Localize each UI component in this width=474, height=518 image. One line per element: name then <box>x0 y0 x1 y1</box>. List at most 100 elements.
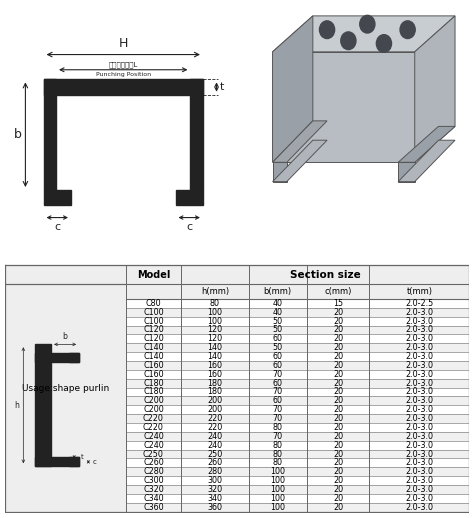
Polygon shape <box>398 126 455 162</box>
Text: C200: C200 <box>143 396 164 406</box>
Text: b: b <box>14 128 22 141</box>
Text: 2.0-3.0: 2.0-3.0 <box>405 361 433 370</box>
Text: 160: 160 <box>208 370 222 379</box>
Text: 180: 180 <box>208 379 222 387</box>
Text: 2.0-3.0: 2.0-3.0 <box>405 370 433 379</box>
Text: 120: 120 <box>207 334 222 343</box>
Text: 60: 60 <box>273 361 283 370</box>
Polygon shape <box>273 162 287 182</box>
Text: 120: 120 <box>207 325 222 335</box>
Text: 20: 20 <box>333 361 343 370</box>
Text: 100: 100 <box>270 502 285 512</box>
Polygon shape <box>398 162 415 182</box>
Bar <box>126 502 469 512</box>
Text: 50: 50 <box>273 343 283 352</box>
Bar <box>126 308 469 316</box>
Circle shape <box>360 16 375 33</box>
Text: 2.0-3.0: 2.0-3.0 <box>405 343 433 352</box>
Text: 80: 80 <box>273 458 283 467</box>
Text: 20: 20 <box>333 432 343 441</box>
Polygon shape <box>44 190 71 205</box>
Polygon shape <box>273 16 313 162</box>
Polygon shape <box>69 353 79 362</box>
Text: t: t <box>220 82 224 92</box>
Text: C220: C220 <box>143 414 164 423</box>
Text: C100: C100 <box>143 316 164 326</box>
Bar <box>126 326 469 335</box>
Text: C240: C240 <box>143 432 164 441</box>
Text: 40: 40 <box>273 308 283 317</box>
Text: 80: 80 <box>273 441 283 450</box>
Text: 2.0-3.0: 2.0-3.0 <box>405 325 433 335</box>
Text: C80: C80 <box>146 299 161 308</box>
Polygon shape <box>35 353 79 362</box>
Text: 50: 50 <box>273 325 283 335</box>
Text: 2.0-3.0: 2.0-3.0 <box>405 485 433 494</box>
Text: 20: 20 <box>333 458 343 467</box>
Text: 80: 80 <box>210 299 220 308</box>
Polygon shape <box>44 79 56 190</box>
Text: 70: 70 <box>273 387 283 396</box>
Text: 80: 80 <box>273 450 283 458</box>
Text: 20: 20 <box>333 334 343 343</box>
Text: 240: 240 <box>207 432 222 441</box>
Text: 70: 70 <box>273 370 283 379</box>
Text: c(mm): c(mm) <box>324 287 352 296</box>
Bar <box>126 450 469 458</box>
Text: Usage:shape purlin: Usage:shape purlin <box>21 384 109 393</box>
Text: C160: C160 <box>143 370 164 379</box>
Text: 20: 20 <box>333 370 343 379</box>
Text: 300: 300 <box>208 476 222 485</box>
Polygon shape <box>273 121 327 162</box>
Bar <box>126 485 469 494</box>
Text: 140: 140 <box>208 352 222 361</box>
Text: 2.0-3.0: 2.0-3.0 <box>405 379 433 387</box>
Text: 15: 15 <box>333 299 343 308</box>
Bar <box>126 265 181 284</box>
Text: 2.0-3.0: 2.0-3.0 <box>405 432 433 441</box>
Text: 100: 100 <box>270 467 285 476</box>
Bar <box>126 343 469 352</box>
Text: h: h <box>14 401 18 410</box>
Circle shape <box>319 21 335 38</box>
Text: t: t <box>81 454 84 460</box>
Text: 70: 70 <box>273 405 283 414</box>
Text: t(mm): t(mm) <box>406 287 432 296</box>
Bar <box>126 361 469 370</box>
Text: C120: C120 <box>143 325 164 335</box>
Polygon shape <box>69 457 79 466</box>
Text: C200: C200 <box>143 405 164 414</box>
Text: 20: 20 <box>333 485 343 494</box>
Text: 80: 80 <box>273 423 283 432</box>
Polygon shape <box>35 457 79 466</box>
Text: 2.0-2.5: 2.0-2.5 <box>405 299 433 308</box>
Text: 20: 20 <box>333 441 343 450</box>
Text: 280: 280 <box>207 467 222 476</box>
Text: 20: 20 <box>333 387 343 396</box>
Text: C360: C360 <box>143 502 164 512</box>
Bar <box>126 414 469 423</box>
Text: C340: C340 <box>143 494 164 503</box>
Text: 100: 100 <box>208 316 222 326</box>
Text: b: b <box>63 332 68 341</box>
Text: 40: 40 <box>273 299 283 308</box>
Text: 20: 20 <box>333 379 343 387</box>
Text: 20: 20 <box>333 414 343 423</box>
Polygon shape <box>273 52 415 162</box>
Text: C120: C120 <box>143 334 164 343</box>
Bar <box>126 284 469 299</box>
Bar <box>126 432 469 441</box>
Circle shape <box>341 32 356 50</box>
Bar <box>5 265 469 284</box>
Text: Model: Model <box>137 270 170 280</box>
Text: 20: 20 <box>333 325 343 335</box>
Text: 100: 100 <box>270 485 285 494</box>
Text: 250: 250 <box>207 450 223 458</box>
Text: H: H <box>118 37 128 50</box>
Text: 60: 60 <box>273 379 283 387</box>
Text: Section size: Section size <box>290 270 361 280</box>
Bar <box>126 467 469 476</box>
Circle shape <box>400 21 415 38</box>
Text: 20: 20 <box>333 494 343 503</box>
Text: C140: C140 <box>143 343 164 352</box>
